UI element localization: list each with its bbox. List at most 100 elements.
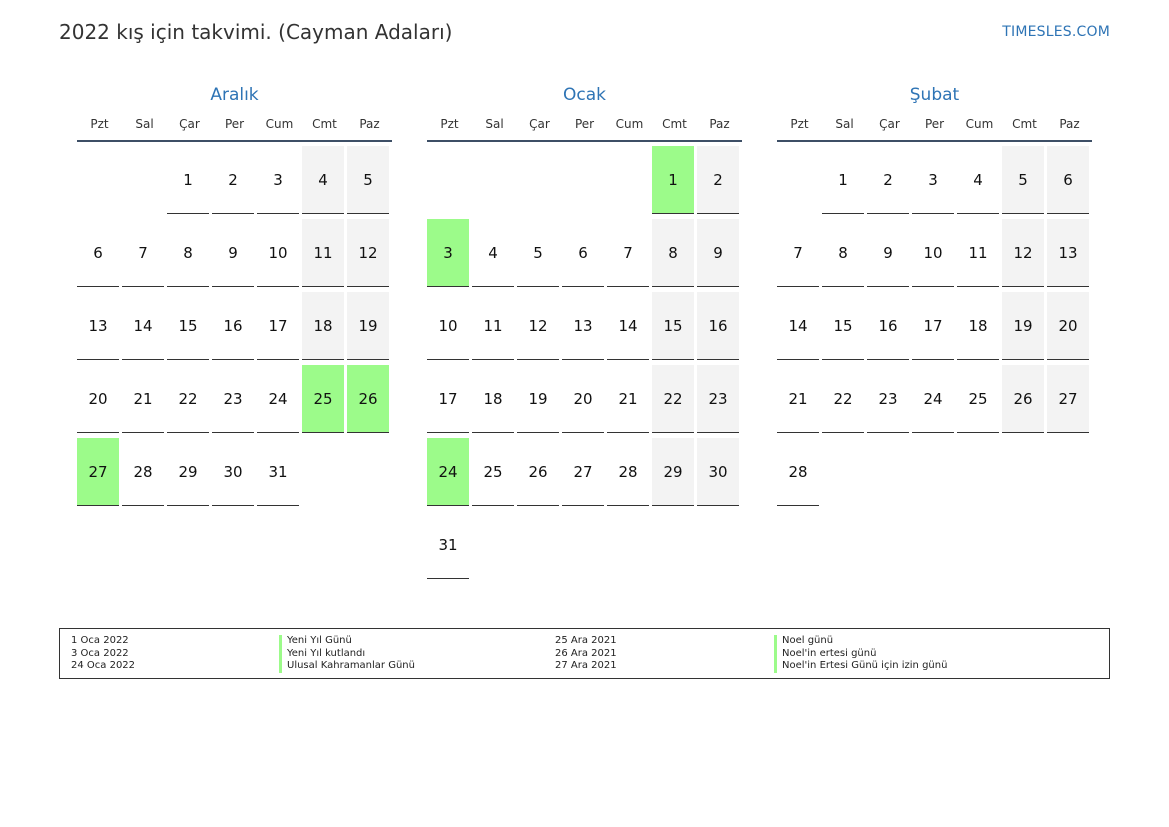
legend-holiday-name: Ulusal Kahramanlar Günü <box>279 660 415 673</box>
day-number: 25 <box>472 438 514 506</box>
day-cell: 3 <box>427 219 472 292</box>
day-number: 11 <box>957 219 999 287</box>
day-number: 8 <box>652 219 694 287</box>
day-cell: 19 <box>1002 292 1047 365</box>
day-cell: 22 <box>167 365 212 438</box>
month-february: Şubat Pzt Sal Çar Per Cum Cmt Paz 1 2 3 4 5 6 7 8 9 10 1… <box>777 84 1092 511</box>
day-cell: 28 <box>777 438 822 511</box>
weekday-label: Sal <box>135 117 154 131</box>
day-cell: 8 <box>652 219 697 292</box>
day-cell: 25 <box>302 365 347 438</box>
empty-day-cell <box>1002 438 1047 511</box>
weekday-label: Paz <box>709 117 730 131</box>
day-number: 30 <box>697 438 739 506</box>
weekday-label: Çar <box>179 117 200 131</box>
legend-names-col2: Noel günü Noel'in ertesi günü Noel'in Er… <box>774 635 947 673</box>
day-number: 26 <box>1002 365 1044 433</box>
day-cell: 23 <box>867 365 912 438</box>
day-cell: 24 <box>427 438 472 511</box>
day-number: 3 <box>427 219 469 287</box>
empty-day-cell <box>517 511 562 584</box>
day-number: 1 <box>822 146 864 214</box>
day-cell: 16 <box>867 292 912 365</box>
day-cell: 26 <box>347 365 392 438</box>
day-number: 22 <box>652 365 694 433</box>
day-number: 26 <box>517 438 559 506</box>
empty-day-cell <box>562 511 607 584</box>
day-number: 12 <box>347 219 389 287</box>
legend-holiday-name: Noel'in ertesi günü <box>774 647 947 660</box>
day-cell: 6 <box>562 219 607 292</box>
day-number: 10 <box>427 292 469 360</box>
day-cell: 4 <box>472 219 517 292</box>
weekday-label: Çar <box>879 117 900 131</box>
weekday-label: Sal <box>835 117 854 131</box>
legend-holiday-name: Yeni Yıl kutlandı <box>279 647 415 660</box>
day-cell: 7 <box>607 219 652 292</box>
empty-day-cell <box>777 146 822 219</box>
day-number: 21 <box>777 365 819 433</box>
day-number: 29 <box>652 438 694 506</box>
day-cell: 21 <box>607 365 652 438</box>
day-cell: 23 <box>697 365 742 438</box>
holiday-legend: 1 Oca 2022 3 Oca 2022 24 Oca 2022 Yeni Y… <box>59 628 1110 679</box>
day-number: 31 <box>427 511 469 579</box>
day-number: 16 <box>697 292 739 360</box>
day-cell: 7 <box>122 219 167 292</box>
day-cell: 10 <box>257 219 302 292</box>
weekday-label: Cmt <box>312 117 337 131</box>
day-number: 5 <box>517 219 559 287</box>
weekday-label: Per <box>224 117 245 131</box>
empty-day-cell <box>302 438 347 511</box>
legend-names-col1: Yeni Yıl Günü Yeni Yıl kutlandı Ulusal K… <box>279 635 415 673</box>
weekday-label: Pzt <box>90 117 109 131</box>
day-cell: 14 <box>122 292 167 365</box>
day-cell: 14 <box>607 292 652 365</box>
weekday-header: Pzt Sal Çar Per Cum Cmt Paz <box>427 114 742 142</box>
weekday-label: Cum <box>615 117 644 131</box>
day-cell: 28 <box>122 438 167 511</box>
legend-dates-col2: 25 Ara 2021 26 Ara 2021 27 Ara 2021 <box>555 635 617 673</box>
day-number: 25 <box>957 365 999 433</box>
day-number: 23 <box>867 365 909 433</box>
day-cell: 1 <box>652 146 697 219</box>
day-cell: 31 <box>257 438 302 511</box>
day-number: 12 <box>517 292 559 360</box>
day-cell: 9 <box>212 219 257 292</box>
day-number: 27 <box>562 438 604 506</box>
weekday-label: Çar <box>529 117 550 131</box>
day-number: 3 <box>912 146 954 214</box>
day-cell: 16 <box>697 292 742 365</box>
day-cell: 25 <box>472 438 517 511</box>
day-cell: 1 <box>167 146 212 219</box>
day-number: 14 <box>122 292 164 360</box>
day-number: 6 <box>77 219 119 287</box>
day-number: 10 <box>912 219 954 287</box>
day-number: 18 <box>472 365 514 433</box>
legend-date: 25 Ara 2021 <box>555 635 617 646</box>
brand-link[interactable]: TIMESLES.COM <box>1002 24 1110 40</box>
day-cell: 2 <box>212 146 257 219</box>
month-name: Aralık <box>210 85 259 105</box>
weekday-header: Pzt Sal Çar Per Cum Cmt Paz <box>77 114 392 142</box>
day-cell: 5 <box>347 146 392 219</box>
day-cell: 30 <box>697 438 742 511</box>
day-cell: 22 <box>822 365 867 438</box>
day-number: 8 <box>822 219 864 287</box>
day-number: 11 <box>472 292 514 360</box>
day-cell: 5 <box>517 219 562 292</box>
day-number: 14 <box>607 292 649 360</box>
day-number: 28 <box>777 438 819 506</box>
month-name: Şubat <box>909 85 960 105</box>
day-number: 21 <box>122 365 164 433</box>
day-cell: 6 <box>1047 146 1092 219</box>
empty-day-cell <box>562 146 607 219</box>
day-number: 15 <box>167 292 209 360</box>
day-cell: 4 <box>957 146 1002 219</box>
empty-day-cell <box>912 438 957 511</box>
day-number: 28 <box>607 438 649 506</box>
day-cell: 15 <box>822 292 867 365</box>
day-cell: 15 <box>652 292 697 365</box>
day-cell: 1 <box>822 146 867 219</box>
day-cell: 27 <box>77 438 122 511</box>
